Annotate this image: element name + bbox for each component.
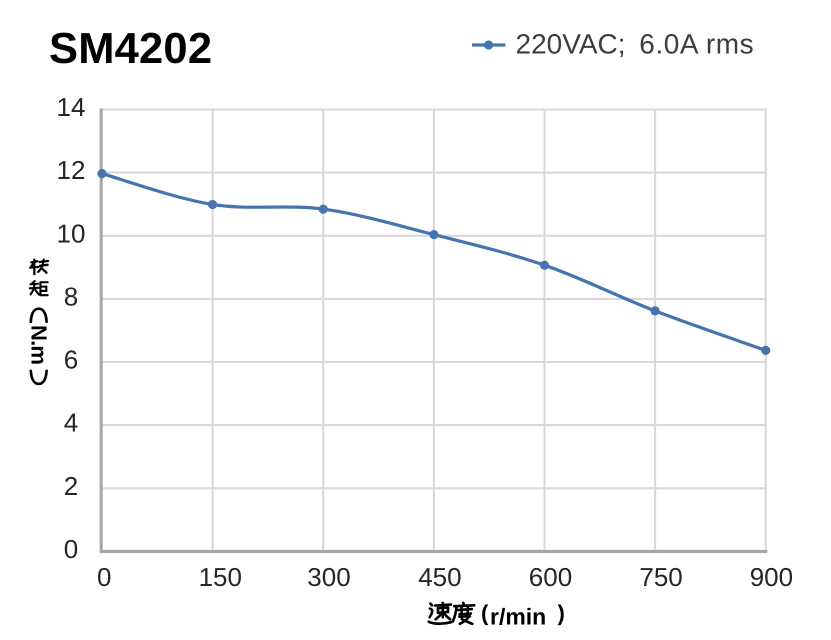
svg-text:150: 150 [199, 562, 242, 592]
svg-text:300: 300 [307, 562, 350, 592]
svg-text:600: 600 [529, 562, 572, 592]
svg-text:0: 0 [64, 534, 78, 564]
svg-text:10: 10 [57, 218, 86, 248]
svg-text:2: 2 [64, 471, 78, 501]
svg-text:4: 4 [64, 408, 78, 438]
svg-text:8: 8 [64, 282, 78, 312]
svg-text:750: 750 [639, 562, 682, 592]
svg-text:12: 12 [57, 155, 86, 185]
svg-text:0: 0 [97, 562, 111, 592]
svg-text:r/min: r/min [490, 604, 546, 630]
svg-text:SM4202: SM4202 [49, 25, 212, 73]
svg-text:450: 450 [418, 562, 461, 592]
svg-text:(: ( [481, 601, 489, 626]
svg-text:220VAC;: 220VAC; [516, 29, 626, 60]
svg-text:900: 900 [750, 562, 793, 592]
svg-text:N.m: N.m [27, 325, 52, 364]
svg-text:14: 14 [57, 92, 86, 122]
svg-text:6.0A rms: 6.0A rms [639, 29, 754, 60]
svg-text:): ) [558, 601, 565, 626]
svg-text:6: 6 [64, 345, 78, 375]
